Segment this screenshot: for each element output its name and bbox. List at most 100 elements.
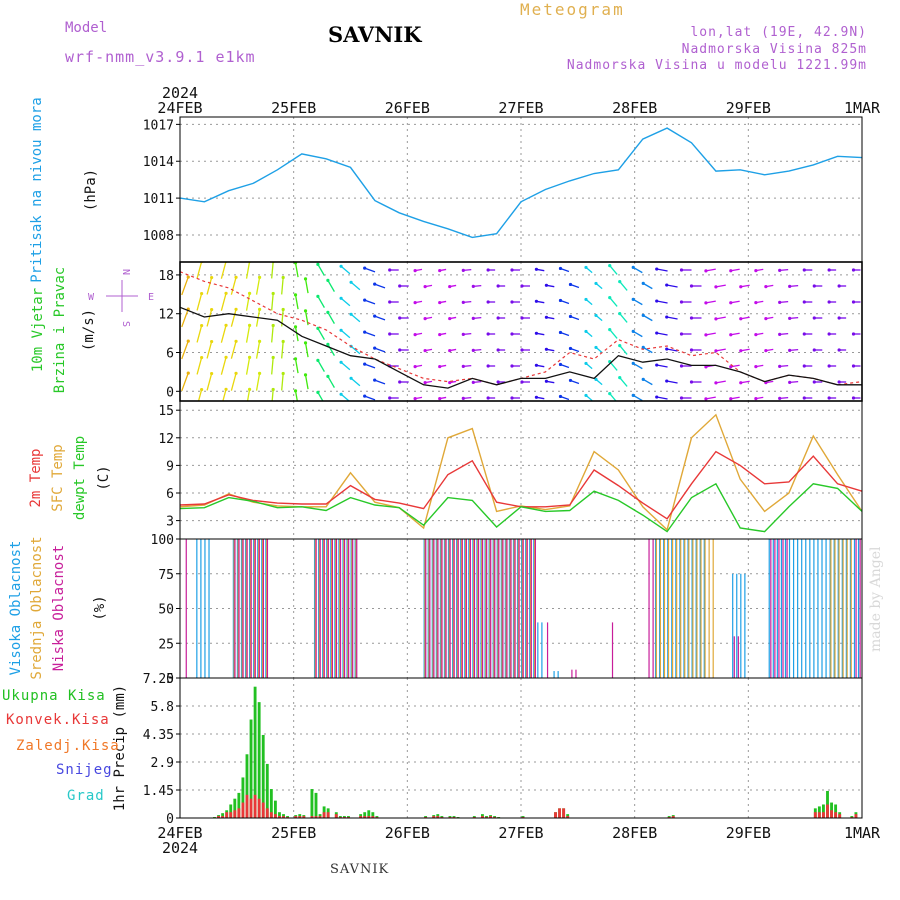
wind-arrow-head bbox=[714, 285, 718, 289]
wind-arrow bbox=[715, 348, 726, 352]
wind-arrow-head bbox=[827, 396, 831, 400]
wind-arrow-head bbox=[665, 315, 669, 319]
wind-arrow-head bbox=[739, 349, 743, 353]
pressure-unit-label: (hPa) bbox=[83, 169, 99, 211]
wind-arrow-head bbox=[257, 307, 262, 311]
wind-arrow bbox=[350, 281, 361, 291]
model-elevation-label: Nadmorska Visina u modelu 1221.99m bbox=[566, 58, 867, 73]
wind-arrow-head bbox=[339, 360, 343, 364]
wind-arrow-head bbox=[363, 330, 367, 334]
precip-bar bbox=[367, 816, 371, 818]
wind-arrow-head bbox=[200, 323, 204, 328]
model-name: wrf-nmm_v3.9.1 e1km bbox=[65, 48, 256, 66]
precip-bar bbox=[854, 814, 858, 818]
x-tick-label-bottom: 28FEB bbox=[612, 824, 657, 842]
wind-arrow-head bbox=[316, 390, 320, 394]
precip-bar bbox=[249, 719, 253, 818]
wind-arrow-head bbox=[679, 332, 684, 336]
precip-bar bbox=[245, 794, 249, 818]
wind-arrow-head bbox=[754, 301, 758, 305]
wind-arrow bbox=[271, 262, 274, 279]
wind-arrow bbox=[196, 325, 203, 343]
panel-4: 0 1.45 2.9 4.35 5.8 7.25 bbox=[143, 672, 862, 827]
wind-arrow-head bbox=[631, 393, 635, 397]
wind-arrow bbox=[327, 344, 335, 356]
wind-arrow-head bbox=[363, 362, 367, 366]
precip-bar bbox=[371, 812, 375, 818]
y-tick-label: 9 bbox=[166, 459, 174, 474]
wind-arrow bbox=[230, 309, 237, 327]
wind-arrow-head bbox=[618, 279, 622, 284]
y-tick-label: 6 bbox=[166, 487, 174, 502]
wind-arrow-head bbox=[679, 364, 684, 368]
wind-arrow-head bbox=[802, 268, 806, 272]
precip-bar bbox=[265, 808, 269, 818]
wind-arrow bbox=[206, 309, 213, 327]
wind-arrow-head bbox=[413, 301, 417, 305]
wind-arrow-head bbox=[679, 300, 684, 304]
wind-arrow bbox=[642, 346, 653, 354]
wind-arrow bbox=[656, 364, 668, 368]
wind-arrow-head bbox=[558, 362, 563, 367]
wind-arrow-head bbox=[224, 387, 228, 391]
y-tick-label: 1011 bbox=[143, 192, 174, 207]
wind-arrow bbox=[642, 314, 653, 322]
wind-arrow-head bbox=[271, 323, 275, 328]
wind-arrow-head bbox=[363, 394, 367, 398]
wind-arrow-head bbox=[339, 392, 343, 396]
wind-arrow bbox=[632, 394, 643, 401]
wind-arrow bbox=[340, 361, 351, 371]
wind-arrow bbox=[609, 297, 618, 307]
wind-arrow-head bbox=[271, 291, 275, 296]
y-tick-label: 0 bbox=[166, 672, 174, 687]
wind-arrow-head bbox=[851, 364, 856, 368]
wind-arrow-head bbox=[584, 393, 588, 398]
wind-arrow-head bbox=[704, 269, 708, 273]
wind-arrow-head bbox=[544, 347, 549, 351]
wind-arrow-head bbox=[510, 268, 514, 272]
wind-arrow-head bbox=[257, 275, 262, 279]
wind-arrow-head bbox=[413, 365, 417, 369]
wind-arrow-head bbox=[812, 316, 816, 320]
wind-arrow-head bbox=[316, 358, 320, 362]
precip-bar bbox=[237, 808, 241, 818]
wind-arrow-head bbox=[510, 364, 514, 368]
wind-arrow bbox=[619, 345, 628, 355]
wind-arrow bbox=[304, 374, 309, 390]
cloud-series-1 bbox=[233, 539, 852, 678]
precip-bar bbox=[233, 810, 237, 818]
wind-arrow-head bbox=[486, 268, 490, 272]
wind-arrow-head bbox=[461, 300, 465, 304]
wind-arrow-head bbox=[714, 381, 718, 385]
wind-arrow-head bbox=[534, 395, 539, 399]
precip-bar bbox=[322, 812, 326, 818]
wind-arrow bbox=[304, 342, 309, 358]
footer-station: SAVNIK bbox=[330, 862, 390, 877]
wind-arrow-head bbox=[486, 300, 490, 304]
wind-arrow-head bbox=[729, 333, 733, 337]
wind-arrow-head bbox=[754, 333, 758, 337]
y-tick-label: 100 bbox=[151, 533, 174, 548]
wind-arrow-head bbox=[326, 278, 330, 282]
precip-bar bbox=[334, 814, 338, 818]
wind-arrow bbox=[350, 313, 361, 323]
y-tick-label: 25 bbox=[158, 637, 174, 652]
wind-arrow-head bbox=[423, 285, 427, 289]
wind-arrow-head bbox=[247, 355, 252, 359]
wind-arrow-head bbox=[827, 364, 831, 368]
wind-arrow-head bbox=[486, 332, 490, 336]
wind-arrow-head bbox=[534, 331, 539, 335]
wind-arrow-head bbox=[234, 275, 238, 279]
wind-arrow-head bbox=[827, 268, 831, 272]
precip-bar bbox=[241, 777, 245, 818]
x-tick-label-bottom: 27FEB bbox=[498, 824, 543, 842]
pressure-axis-label: Pritisak na nivou mora bbox=[29, 97, 45, 282]
wind-arrow-head bbox=[413, 397, 417, 401]
wind-arrow bbox=[304, 278, 309, 294]
wind-arrow-head bbox=[398, 284, 402, 288]
wind-arrow-head bbox=[584, 329, 588, 334]
wind-arrow-head bbox=[778, 268, 782, 272]
precip-bar bbox=[273, 800, 277, 818]
x-tick-label-bottom: 24FEB bbox=[157, 824, 202, 842]
wind-arrow-head bbox=[316, 262, 320, 266]
